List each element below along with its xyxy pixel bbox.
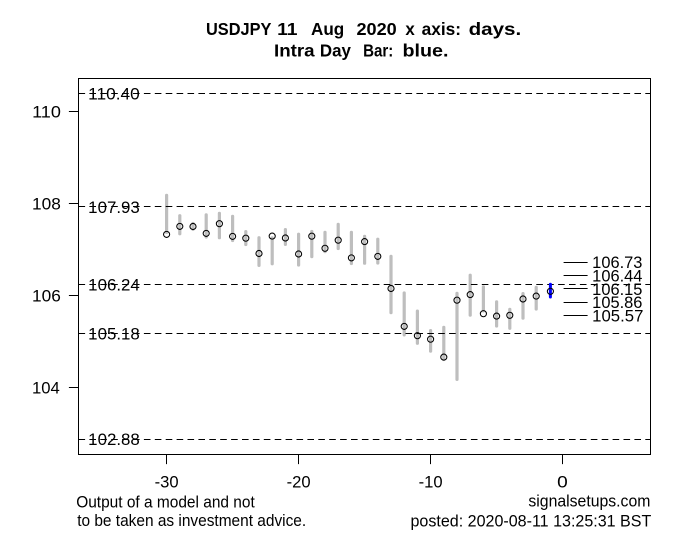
svg-text:Day: Day xyxy=(320,40,351,60)
svg-text:106.44: 106.44 xyxy=(592,267,642,285)
svg-text:-30: -30 xyxy=(155,474,179,492)
svg-text:110: 110 xyxy=(32,104,61,122)
svg-text:to be taken as investment advi: to be taken as investment advice. xyxy=(77,512,306,530)
svg-text:days.: days. xyxy=(469,19,522,39)
svg-text:Intra: Intra xyxy=(274,40,315,60)
svg-text:blue.: blue. xyxy=(403,40,449,60)
svg-text:Output of a model and not: Output of a model and not xyxy=(76,493,255,511)
svg-text:posted: 2020-08-11 13:25:31 BS: posted: 2020-08-11 13:25:31 BST xyxy=(411,513,652,531)
svg-text:-20: -20 xyxy=(287,474,311,492)
svg-text:USDJPY: USDJPY xyxy=(206,19,272,39)
svg-text:Aug: Aug xyxy=(311,19,344,39)
svg-text:signalsetups.com: signalsetups.com xyxy=(528,493,650,511)
svg-text:0: 0 xyxy=(557,474,568,492)
svg-text:108: 108 xyxy=(32,196,61,214)
svg-text:106.73: 106.73 xyxy=(592,254,642,272)
svg-text:106.24: 106.24 xyxy=(88,277,140,295)
svg-text:106: 106 xyxy=(32,288,61,306)
svg-text:axis:: axis: xyxy=(422,19,461,39)
svg-text:Bar:: Bar: xyxy=(363,40,393,60)
svg-text:105.86: 105.86 xyxy=(592,294,642,312)
svg-text:-10: -10 xyxy=(419,474,443,492)
svg-text:104: 104 xyxy=(32,380,60,398)
svg-text:105.57: 105.57 xyxy=(592,307,643,325)
svg-text:102.88: 102.88 xyxy=(88,431,140,449)
svg-text:106.15: 106.15 xyxy=(592,281,642,299)
svg-text:110.40: 110.40 xyxy=(88,85,140,103)
svg-text:105.18: 105.18 xyxy=(88,325,140,343)
svg-text:x: x xyxy=(405,19,415,39)
svg-text:11: 11 xyxy=(277,19,298,39)
svg-text:2020: 2020 xyxy=(357,19,397,39)
svg-text:107.93: 107.93 xyxy=(88,199,140,217)
